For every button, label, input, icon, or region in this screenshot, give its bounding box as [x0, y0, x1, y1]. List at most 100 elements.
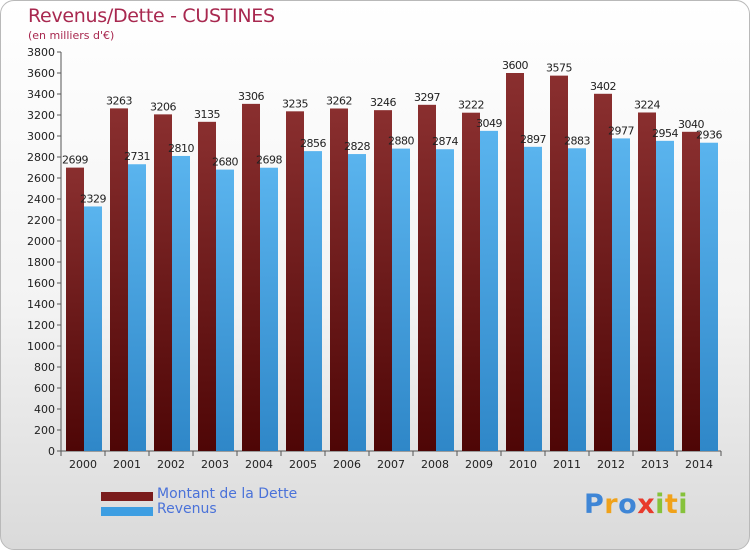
x-tick-label: 2007	[377, 458, 405, 471]
data-label-revenue: 2828	[344, 140, 370, 153]
y-tick-label: 3000	[27, 130, 55, 143]
data-label-revenue: 2874	[432, 135, 458, 148]
data-label-debt: 3222	[458, 99, 484, 112]
y-tick-label: 0	[48, 445, 55, 458]
x-tick-label: 2005	[289, 458, 317, 471]
y-tick-label: 1400	[27, 298, 55, 311]
data-label-debt: 3224	[634, 98, 660, 111]
bar-revenue	[436, 149, 454, 452]
data-label-debt: 3263	[106, 94, 132, 107]
x-tick-label: 2001	[113, 458, 141, 471]
data-label-revenue: 2880	[388, 135, 414, 148]
legend-swatch-revenue	[101, 507, 153, 516]
x-tick-label: 2004	[245, 458, 273, 471]
bar-revenue	[480, 130, 498, 452]
y-tick-label: 1600	[27, 277, 55, 290]
bar-debt	[550, 75, 568, 451]
bar-revenue	[656, 140, 674, 451]
y-tick-label: 800	[34, 361, 55, 374]
data-label-debt: 2699	[62, 154, 88, 167]
y-tick-label: 1800	[27, 256, 55, 269]
data-label-revenue: 2936	[696, 129, 722, 142]
x-tick-label: 2014	[685, 458, 713, 471]
bar-revenue	[348, 154, 366, 451]
legend-label-revenue: Revenus	[157, 501, 217, 517]
logo-letter: t	[664, 489, 679, 520]
bar-debt	[110, 108, 128, 451]
logo-letter: i	[655, 489, 665, 520]
data-label-debt: 3262	[326, 94, 352, 107]
bar-revenue	[700, 142, 718, 451]
y-tick-label: 2600	[27, 172, 55, 185]
chart-title: Revenus/Dette - CUSTINES	[28, 5, 275, 27]
logo-letter: r	[604, 489, 619, 520]
y-tick-label: 1200	[27, 319, 55, 332]
data-label-debt: 3235	[282, 97, 308, 110]
bar-debt	[418, 104, 436, 451]
data-label-revenue: 2897	[520, 133, 546, 146]
data-label-debt: 3306	[238, 90, 264, 103]
bar-debt	[506, 73, 524, 451]
data-label-debt: 3135	[194, 108, 220, 121]
logo-letter: x	[637, 489, 656, 520]
data-label-debt: 3297	[414, 91, 440, 104]
bar-debt	[462, 112, 480, 451]
y-tick-label: 600	[34, 382, 55, 395]
legend-label-debt: Montant de la Dette	[157, 486, 298, 502]
data-label-revenue: 2731	[124, 150, 150, 163]
legend-swatch-debt	[101, 492, 153, 501]
y-tick-label: 2400	[27, 193, 55, 206]
bar-revenue	[304, 151, 322, 451]
bar-debt	[154, 114, 172, 452]
chart-subtitle: (en milliers d'€)	[28, 29, 115, 42]
bar-debt	[66, 167, 84, 452]
data-label-revenue: 2680	[212, 156, 238, 169]
data-label-revenue: 2856	[300, 137, 326, 150]
logo-letter: P	[584, 489, 605, 520]
bar-revenue	[612, 138, 630, 452]
data-label-debt: 3040	[678, 118, 704, 131]
bar-revenue	[392, 148, 410, 451]
y-tick-label: 3600	[27, 67, 55, 80]
bar-revenue	[84, 206, 102, 451]
bar-debt	[374, 110, 392, 452]
data-label-debt: 3206	[150, 100, 176, 113]
y-tick-label: 2000	[27, 235, 55, 248]
y-tick-label: 3800	[27, 46, 55, 59]
y-tick-label: 200	[34, 424, 55, 437]
logo-letter: i	[678, 489, 689, 520]
y-tick-label: 3400	[27, 88, 55, 101]
bar-revenue	[524, 146, 542, 451]
bar-revenue	[172, 155, 190, 451]
y-tick-label: 1000	[27, 340, 55, 353]
data-label-revenue: 2883	[564, 134, 590, 147]
x-tick-label: 2013	[641, 458, 669, 471]
bar-revenue	[216, 169, 234, 451]
data-label-debt: 3575	[546, 62, 572, 75]
y-tick-label: 2200	[27, 214, 55, 227]
x-tick-label: 2000	[69, 458, 97, 471]
bar-debt	[594, 93, 612, 451]
bar-revenue	[568, 148, 586, 451]
data-label-debt: 3600	[502, 59, 528, 72]
proxiti-logo: Proxiti	[584, 489, 688, 520]
bar-debt	[198, 121, 216, 451]
logo-letter: o	[618, 489, 638, 520]
x-tick-label: 2010	[509, 458, 537, 471]
bar-debt	[638, 112, 656, 451]
data-label-revenue: 2977	[608, 124, 634, 137]
x-tick-label: 2012	[597, 458, 625, 471]
data-label-debt: 3402	[590, 80, 616, 93]
y-tick-label: 2800	[27, 151, 55, 164]
x-tick-label: 2009	[465, 458, 493, 471]
y-tick-label: 400	[34, 403, 55, 416]
data-label-revenue: 2329	[80, 192, 106, 205]
bar-revenue	[128, 164, 146, 451]
y-tick-label: 3200	[27, 109, 55, 122]
data-label-revenue: 3049	[476, 117, 502, 130]
x-tick-label: 2006	[333, 458, 361, 471]
bar-debt	[330, 108, 348, 452]
data-label-revenue: 2954	[652, 127, 678, 140]
